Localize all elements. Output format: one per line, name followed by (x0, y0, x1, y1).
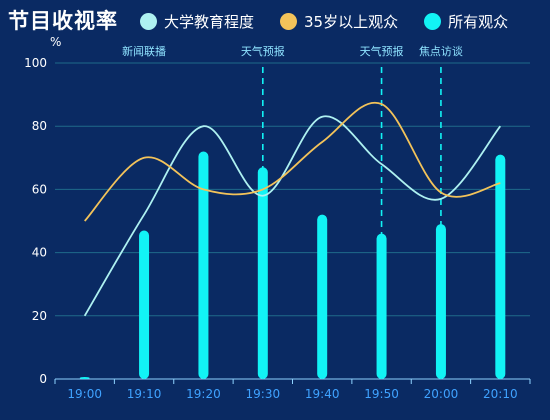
legend: 大学教育程度 35岁以上观众 所有观众 (140, 11, 534, 32)
bar-all-7[interactable] (495, 154, 506, 379)
bar-all-0[interactable] (79, 377, 90, 379)
legend-marker-college (140, 13, 157, 30)
x-tick-label-1950: 19:50 (364, 387, 399, 401)
bar-all-3[interactable] (257, 167, 268, 379)
x-tick-label-1930: 19:30 (246, 387, 281, 401)
y-tick-label-0: 0 (39, 372, 47, 386)
y-tick-label-60: 60 (32, 182, 47, 196)
y-tick-label-40: 40 (32, 246, 47, 260)
bar-all-2[interactable] (198, 151, 209, 379)
legend-item-college[interactable]: 大学教育程度 (140, 11, 254, 32)
annotation-label-1: 天气预报 (241, 44, 285, 58)
y-tick-label-20: 20 (32, 309, 47, 323)
y-tick-label-100: 100 (24, 56, 47, 70)
x-tick-label-2000: 20:00 (424, 387, 459, 401)
legend-label-all: 所有观众 (448, 13, 509, 31)
annotation-label-3: 焦点访谈 (419, 45, 463, 58)
legend-label-college: 大学教育程度 (164, 13, 255, 31)
annotation-label-0: 新闻联播 (122, 44, 166, 58)
legend-item-over35[interactable]: 35岁以上观众 (280, 11, 398, 32)
chart-title: 节目收视率 (8, 9, 118, 33)
x-tick-label-1900: 19:00 (67, 387, 102, 401)
annotation-label-2: 天气预报 (360, 44, 404, 58)
line-over35[interactable] (84, 101, 501, 222)
bar-all-5[interactable] (376, 233, 387, 379)
bar-all-6[interactable] (435, 224, 446, 379)
legend-item-all[interactable]: 所有观众 (424, 11, 508, 32)
legend-marker-all (424, 13, 442, 30)
x-tick-label-1910: 19:10 (127, 387, 162, 401)
x-tick-label-2010: 20:10 (483, 387, 518, 401)
legend-label-over35: 35岁以上观众 (304, 13, 399, 31)
x-tick-label-1940: 19:40 (305, 387, 340, 401)
legend-marker-over35 (280, 13, 298, 30)
y-axis-unit: % (50, 35, 61, 49)
x-tick-label-1920: 19:20 (186, 387, 221, 401)
bar-all-1[interactable] (139, 230, 150, 379)
y-tick-label-80: 80 (32, 119, 47, 133)
bar-all-4[interactable] (317, 214, 328, 379)
